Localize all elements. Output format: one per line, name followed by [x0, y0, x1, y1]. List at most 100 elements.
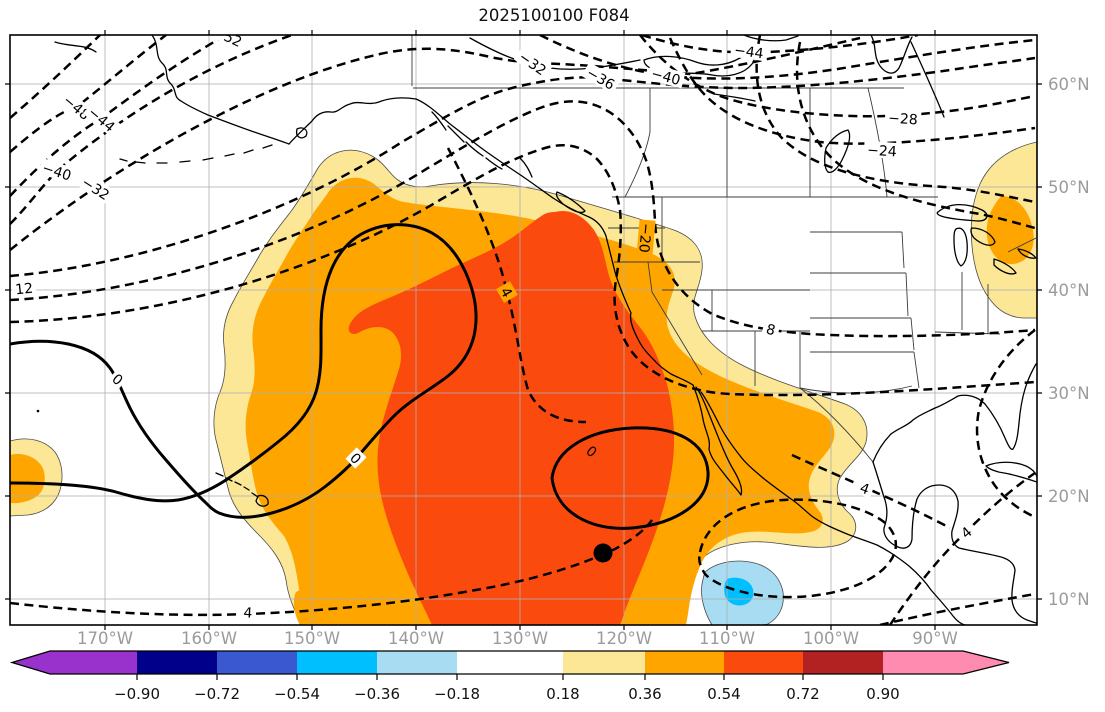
- dashed-contour: [10, 35, 101, 119]
- panhandle-islands: [431, 111, 503, 170]
- contour-label: 4: [854, 477, 876, 498]
- colorbar-segment: [457, 651, 563, 674]
- cbar-tick-label: −0.72: [194, 685, 240, 703]
- contour-label-text: 4: [243, 605, 253, 621]
- contour-label: −52: [208, 35, 248, 51]
- lat-label: 60°N: [1048, 75, 1090, 94]
- fill-orange-northeast: [986, 196, 1034, 265]
- lake-superior: [936, 203, 988, 222]
- dashed-contour: [10, 100, 1036, 338]
- shaded-regions: [10, 141, 1037, 625]
- contour-label-text: −20: [635, 222, 654, 253]
- coast-alaska-west: [151, 35, 290, 145]
- colorbar-ticks: [136, 674, 884, 680]
- cbar-tick-label: −0.54: [274, 685, 320, 703]
- contour-label: 8: [761, 319, 781, 339]
- contour-label: −20: [635, 219, 656, 257]
- coast-chukotka: [54, 41, 97, 53]
- map-area: −48 −44 −40 −32 −52 −32 −36 −40 −44 −28 …: [10, 35, 1037, 625]
- lake-ontario: [1017, 248, 1037, 259]
- cbar-tick-label: 0.54: [707, 685, 740, 703]
- point-marker: [593, 543, 613, 563]
- dashed-contour: [10, 35, 293, 225]
- contour-label: −40: [646, 63, 686, 89]
- colorbar-segment: [377, 651, 457, 674]
- contour-label: −24: [863, 140, 901, 161]
- lake-winnipeg: [824, 129, 851, 174]
- solid-zero-contour-closed: [550, 426, 710, 530]
- state-borders: [411, 35, 1037, 463]
- lat-label: 10°N: [1048, 590, 1090, 609]
- cbar-tick-label: 0.72: [786, 685, 819, 703]
- contour-label: −40: [37, 157, 77, 185]
- lake-michigan: [953, 227, 968, 267]
- fill-orange-bottom-spec: [293, 588, 323, 625]
- colorbar-segment: [50, 651, 137, 674]
- contour-label: 12: [11, 278, 37, 298]
- coast-mexico-pacific: [762, 477, 966, 625]
- colorbar-right-arrow: [963, 651, 1009, 674]
- lon-label: 110°W: [699, 629, 755, 648]
- lat-label: 20°N: [1048, 487, 1090, 506]
- cbar-tick-label: 0.36: [628, 685, 661, 703]
- dashed-contour: [10, 36, 861, 251]
- contour-label: −28: [884, 108, 922, 129]
- lon-label: 90°W: [912, 629, 958, 648]
- latitude-labels: 60°N 50°N 40°N 30°N 20°N 10°N: [1048, 75, 1090, 609]
- map-frame: [9, 34, 1038, 626]
- top-ticks: [104, 30, 936, 35]
- page-title: 2025100100 F084: [478, 6, 629, 25]
- contour-label: −44: [730, 40, 768, 63]
- contour-label: 0: [345, 447, 367, 469]
- quebec-coast-line: [910, 41, 945, 118]
- contour-label: 4: [496, 281, 518, 303]
- cbar-tick-label: −0.36: [354, 685, 400, 703]
- cbar-tick-label: 0.90: [866, 685, 899, 703]
- great-bear-lake: [743, 35, 799, 42]
- contour-label-text: −24: [867, 142, 898, 160]
- contour-label: 0: [107, 368, 129, 390]
- colorbar-segment: [563, 651, 645, 674]
- colorbar-segment: [724, 651, 803, 674]
- contour-label: −32: [76, 171, 116, 205]
- hudson-bay: [870, 35, 913, 74]
- dashed-contour: [697, 498, 897, 599]
- dashed-contour: [10, 35, 167, 153]
- dashed-contour: [975, 329, 1036, 519]
- contour-label: 4: [239, 603, 257, 622]
- colorbar: −0.90 −0.72 −0.54 −0.36 −0.18 0.18 0.36 …: [9, 650, 1010, 703]
- contour-label-text: −44: [733, 43, 765, 63]
- solid-contours: [10, 223, 710, 530]
- contour-label-text: −40: [649, 66, 682, 89]
- dashed-contour: [641, 35, 919, 54]
- border-lines: [411, 35, 1037, 463]
- longitude-labels: 170°W 160°W 150°W 140°W 130°W 120°W 110°…: [77, 629, 958, 648]
- contour-label: 0: [581, 440, 603, 462]
- baja-peninsula: [692, 384, 743, 496]
- colorbar-left-arrow: [12, 651, 50, 674]
- lake-erie: [993, 258, 1017, 275]
- dashed-contours: [10, 35, 1036, 625]
- fill-red-core: [348, 210, 675, 625]
- colorbar-segment: [883, 651, 963, 674]
- right-ticks: [1037, 83, 1042, 600]
- lon-label: 120°W: [596, 629, 652, 648]
- contour-label-text: −40: [40, 160, 73, 184]
- cuba: [985, 461, 1037, 483]
- cbar-tick-label: −0.18: [434, 685, 480, 703]
- dashed-contour: [539, 35, 1036, 80]
- coast-alaska-south: [288, 97, 417, 145]
- coast-mexico-gulf-yucatan: [872, 461, 1037, 624]
- dashed-contour: [10, 519, 654, 617]
- lat-label: 30°N: [1048, 384, 1090, 403]
- dashed-contour: [446, 147, 587, 424]
- lon-label: 160°W: [181, 629, 237, 648]
- dashed-contour: [10, 144, 1036, 397]
- dashed-contour: [755, 35, 1036, 204]
- bottom-ticks: [104, 625, 936, 630]
- colorbar-segment: [645, 651, 724, 674]
- solid-zero-contour: [10, 223, 478, 519]
- kodiak-island: [295, 127, 308, 139]
